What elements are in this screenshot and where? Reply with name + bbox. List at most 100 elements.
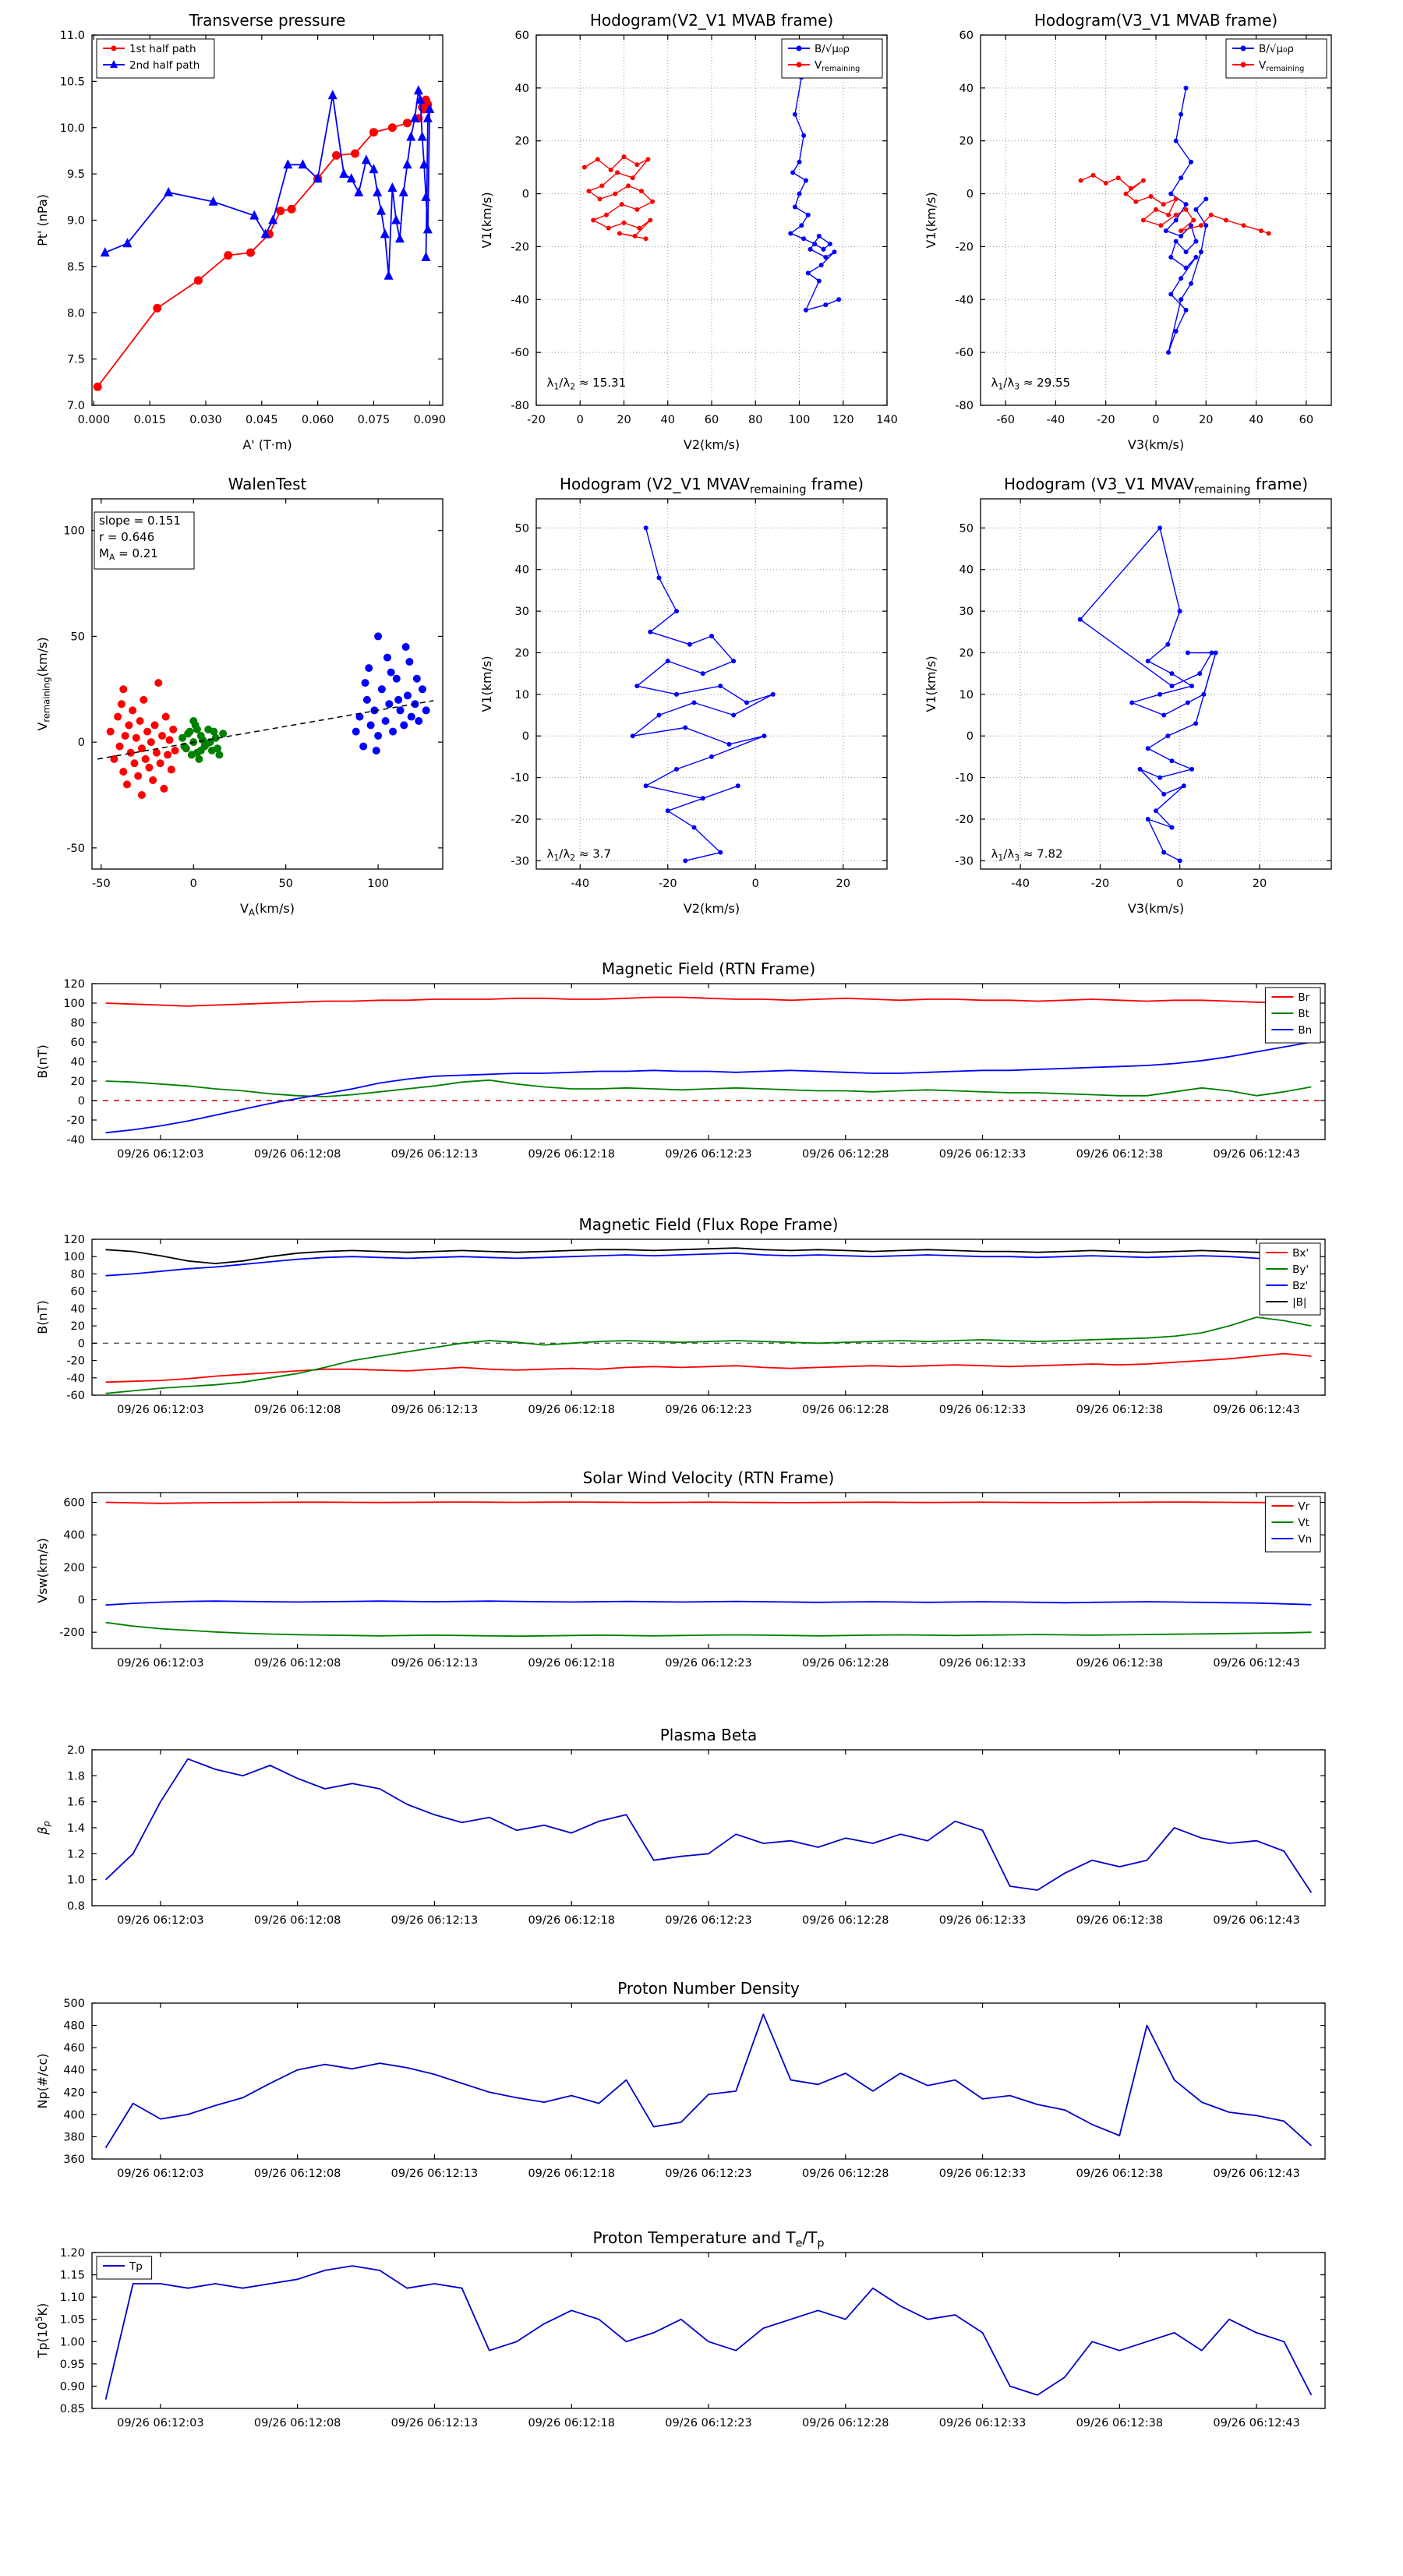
svg-text:λ1/λ3 ≈ 29.55: λ1/λ3 ≈ 29.55: [991, 376, 1071, 391]
svg-text:20: 20: [1253, 878, 1267, 890]
svg-text:440: 440: [63, 2065, 85, 2077]
svg-text:Vsw(km/s): Vsw(km/s): [35, 1538, 50, 1602]
chart-vsw-rtn: 09/26 06:12:03 09/26 06:12:08 09/26 06:12:…: [35, 1468, 1326, 1670]
svg-text:V2(km/s): V2(km/s): [684, 437, 740, 452]
svg-text:09/26 06:12:23: 09/26 06:12:23: [665, 1914, 752, 1927]
svg-text:-30: -30: [511, 855, 529, 868]
svg-text:1st half path: 1st half path: [129, 43, 196, 55]
svg-text:1.4: 1.4: [67, 1822, 85, 1835]
svg-text:0: 0: [78, 1337, 85, 1350]
svg-text:20: 20: [515, 647, 529, 659]
svg-text:2.0: 2.0: [67, 1744, 85, 1757]
svg-text:V3(km/s): V3(km/s): [1128, 437, 1184, 452]
svg-text:8.0: 8.0: [67, 307, 85, 320]
svg-text:09/26 06:12:18: 09/26 06:12:18: [528, 2417, 615, 2429]
svg-text:09/26 06:12:28: 09/26 06:12:28: [802, 2417, 889, 2429]
svg-text:-20: -20: [66, 1355, 85, 1368]
svg-text:120: 120: [832, 414, 854, 426]
svg-text:09/26 06:12:13: 09/26 06:12:13: [391, 1148, 479, 1161]
svg-text:V2(km/s): V2(km/s): [684, 901, 740, 916]
svg-text:-50: -50: [66, 843, 85, 855]
svg-text:-40: -40: [66, 1373, 85, 1385]
svg-text:-40: -40: [511, 294, 529, 306]
svg-text:slope = 0.151: slope = 0.151: [99, 514, 181, 528]
svg-text:09/26 06:12:43: 09/26 06:12:43: [1213, 1657, 1300, 1670]
svg-text:Vremaining(km/s): Vremaining(km/s): [35, 637, 52, 730]
svg-text:-20: -20: [955, 241, 974, 253]
svg-text:-40: -40: [571, 878, 589, 890]
svg-text:40: 40: [71, 1303, 85, 1316]
svg-text:V1(km/s): V1(km/s): [924, 192, 938, 248]
svg-text:0: 0: [522, 189, 529, 201]
svg-text:9.0: 9.0: [67, 215, 85, 228]
svg-text:10: 10: [515, 689, 529, 701]
svg-text:-30: -30: [955, 855, 974, 868]
svg-text:09/26 06:12:13: 09/26 06:12:13: [391, 1404, 479, 1416]
svg-text:09/26 06:12:13: 09/26 06:12:13: [391, 1914, 479, 1927]
svg-text:-20: -20: [1097, 414, 1115, 426]
svg-text:Proton Number Density: Proton Number Density: [617, 1979, 800, 1998]
svg-text:Vremaining: Vremaining: [815, 59, 860, 73]
svg-text:-20: -20: [66, 1115, 85, 1127]
svg-text:20: 20: [959, 136, 974, 148]
svg-text:380: 380: [63, 2131, 85, 2143]
svg-text:Hodogram (V2_V1 MVAVremaining: Hodogram (V2_V1 MVAVremaining frame): [560, 475, 864, 496]
svg-text:Vremaining: Vremaining: [1259, 59, 1304, 73]
svg-text:100: 100: [63, 998, 85, 1010]
svg-text:βp: βp: [35, 1821, 52, 1836]
svg-text:1.0: 1.0: [67, 1875, 85, 1887]
svg-text:Vr: Vr: [1298, 1500, 1309, 1513]
svg-text:0: 0: [967, 189, 974, 201]
svg-text:1.2: 1.2: [67, 1848, 85, 1860]
svg-text:09/26 06:12:23: 09/26 06:12:23: [665, 1148, 752, 1161]
svg-text:09/26 06:12:33: 09/26 06:12:33: [939, 2168, 1027, 2180]
svg-text:09/26 06:12:08: 09/26 06:12:08: [254, 2417, 341, 2429]
svg-text:B/√μ₀ρ: B/√μ₀ρ: [1259, 43, 1294, 55]
svg-text:600: 600: [63, 1497, 85, 1510]
svg-text:80: 80: [748, 414, 762, 426]
svg-text:0: 0: [190, 878, 197, 890]
chart-hodogram-v2v1-mvav: -40 -20 0 20 -30 -20 -10 0 10 20 30 40 50 Hodogram (V…: [479, 475, 888, 916]
svg-text:λ1/λ3 ≈ 7.82: λ1/λ3 ≈ 7.82: [991, 847, 1063, 863]
svg-text:0.015: 0.015: [133, 414, 166, 426]
svg-text:09/26 06:12:38: 09/26 06:12:38: [1076, 1404, 1164, 1416]
svg-text:120: 120: [63, 1234, 85, 1246]
svg-text:10: 10: [959, 689, 974, 701]
svg-text:9.5: 9.5: [67, 168, 85, 181]
svg-text:09/26 06:12:08: 09/26 06:12:08: [254, 2168, 341, 2180]
svg-text:1.6: 1.6: [67, 1797, 85, 1809]
svg-text:Pt' (nPa): Pt' (nPa): [35, 194, 50, 246]
svg-text:1.00: 1.00: [60, 2336, 85, 2348]
svg-text:VA(km/s): VA(km/s): [240, 901, 295, 918]
svg-text:0.045: 0.045: [246, 414, 278, 426]
svg-text:50: 50: [71, 631, 85, 643]
svg-text:09/26 06:12:18: 09/26 06:12:18: [528, 1404, 615, 1416]
svg-text:Magnetic Field (RTN Frame): Magnetic Field (RTN Frame): [602, 959, 815, 978]
svg-text:60: 60: [705, 414, 719, 426]
svg-text:0.90: 0.90: [60, 2380, 85, 2393]
svg-text:-40: -40: [1011, 878, 1030, 890]
chart-b-fluxrope: 09/26 06:12:03 09/26 06:12:08 09/26 06:12:…: [35, 1215, 1326, 1416]
svg-text:Tp(105K): Tp(105K): [34, 2303, 50, 2359]
svg-text:1.15: 1.15: [60, 2270, 85, 2282]
svg-text:09/26 06:12:33: 09/26 06:12:33: [939, 2417, 1027, 2429]
svg-text:460: 460: [63, 2042, 85, 2055]
svg-text:20: 20: [617, 414, 631, 426]
svg-text:09/26 06:12:28: 09/26 06:12:28: [802, 2168, 889, 2180]
svg-text:09/26 06:12:03: 09/26 06:12:03: [117, 1914, 204, 1927]
svg-text:0.8: 0.8: [67, 1900, 85, 1913]
svg-text:09/26 06:12:23: 09/26 06:12:23: [665, 2168, 752, 2180]
svg-text:20: 20: [1199, 414, 1213, 426]
svg-text:Br: Br: [1298, 991, 1309, 1004]
svg-text:09/26 06:12:23: 09/26 06:12:23: [665, 1404, 752, 1416]
chart-proton-temperature: 09/26 06:12:03 09/26 06:12:08 09/26 06:12:…: [34, 2228, 1326, 2429]
svg-text:400: 400: [63, 2109, 85, 2122]
svg-text:420: 420: [63, 2087, 85, 2099]
svg-text:-60: -60: [66, 1390, 85, 1402]
svg-text:1.20: 1.20: [60, 2247, 85, 2260]
svg-text:0.060: 0.060: [302, 414, 334, 426]
svg-text:0: 0: [577, 414, 584, 426]
chart-hodogram-v2v1-mvab: -20 0 20 40 60 80 100 120 140 -80 -60 -40 -20 0 20 40 60…: [479, 11, 898, 452]
svg-text:Bz': Bz': [1292, 1280, 1308, 1292]
